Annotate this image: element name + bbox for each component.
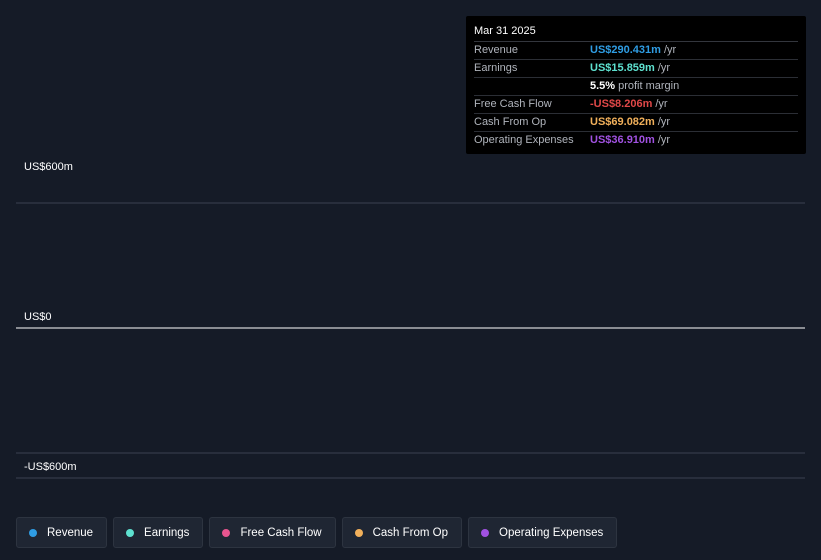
legend-dot-icon xyxy=(354,528,363,537)
legend-item-operating-expenses[interactable]: Operating Expenses xyxy=(468,517,618,548)
tooltip-row: Revenue US$290.431m/yr xyxy=(474,42,798,60)
tooltip-row: Earnings US$15.859m/yr xyxy=(474,60,798,78)
legend-label: Free Cash Flow xyxy=(240,526,322,539)
tooltip: Mar 31 2025 Revenue US$290.431m/yr Earning… xyxy=(466,16,806,154)
y-label-top: US$600m xyxy=(24,161,73,173)
y-label-bottom: -US$600m xyxy=(24,461,77,473)
legend-label: Revenue xyxy=(47,526,94,539)
legend: Revenue Earnings Free Cash Flow Cash From O… xyxy=(16,517,618,548)
tooltip-row-label: Cash From Op xyxy=(474,116,547,128)
tooltip-row-unit: /yr xyxy=(657,62,671,74)
tooltip-row-value: -US$8.206m xyxy=(590,98,653,110)
tooltip-row-unit: profit margin xyxy=(618,80,680,92)
tooltip-row-label: Revenue xyxy=(474,44,519,56)
tooltip-row-value: US$69.082m xyxy=(590,116,655,128)
tooltip-row-value: US$290.431m xyxy=(590,44,661,56)
tooltip-row: Cash From Op US$69.082m/yr xyxy=(474,114,798,132)
tooltip-row-unit: /yr xyxy=(655,98,668,110)
legend-label: Operating Expenses xyxy=(499,526,604,539)
tooltip-row: Free Cash Flow -US$8.206m/yr xyxy=(474,96,798,114)
legend-dot-icon xyxy=(29,528,37,537)
tooltip-row-unit: /yr xyxy=(657,116,671,128)
legend-dot-icon xyxy=(481,528,490,537)
legend-label: Cash From Op xyxy=(372,526,449,539)
tooltip-row-unit: /yr xyxy=(657,134,671,146)
legend-label: Earnings xyxy=(144,526,190,539)
tooltip-row-unit: /yr xyxy=(663,44,677,56)
tooltip-row-label: Earnings xyxy=(474,62,518,74)
tooltip-row-label: Free Cash Flow xyxy=(474,98,552,110)
legend-item-cash-from-op[interactable]: Cash From Op xyxy=(341,517,463,548)
tooltip-row-value: US$36.910m xyxy=(590,134,655,146)
legend-dot-icon xyxy=(126,528,135,537)
y-label-zero: US$0 xyxy=(24,311,52,323)
tooltip-row-label xyxy=(474,78,590,95)
tooltip-row: Operating Expenses US$36.910m/yr xyxy=(474,132,798,149)
tooltip-date: Mar 31 2025 xyxy=(474,24,798,42)
tooltip-row-value: US$15.859m xyxy=(590,62,655,74)
tooltip-row-label: Operating Expenses xyxy=(474,134,574,146)
legend-item-free-cash-flow[interactable]: Free Cash Flow xyxy=(209,517,336,548)
legend-dot-icon xyxy=(222,528,231,537)
tooltip-row: 5.5% profit margin xyxy=(474,78,798,96)
legend-item-earnings[interactable]: Earnings xyxy=(113,517,204,548)
legend-item-revenue[interactable]: Revenue xyxy=(16,517,108,548)
tooltip-row-value: 5.5% xyxy=(590,80,616,92)
